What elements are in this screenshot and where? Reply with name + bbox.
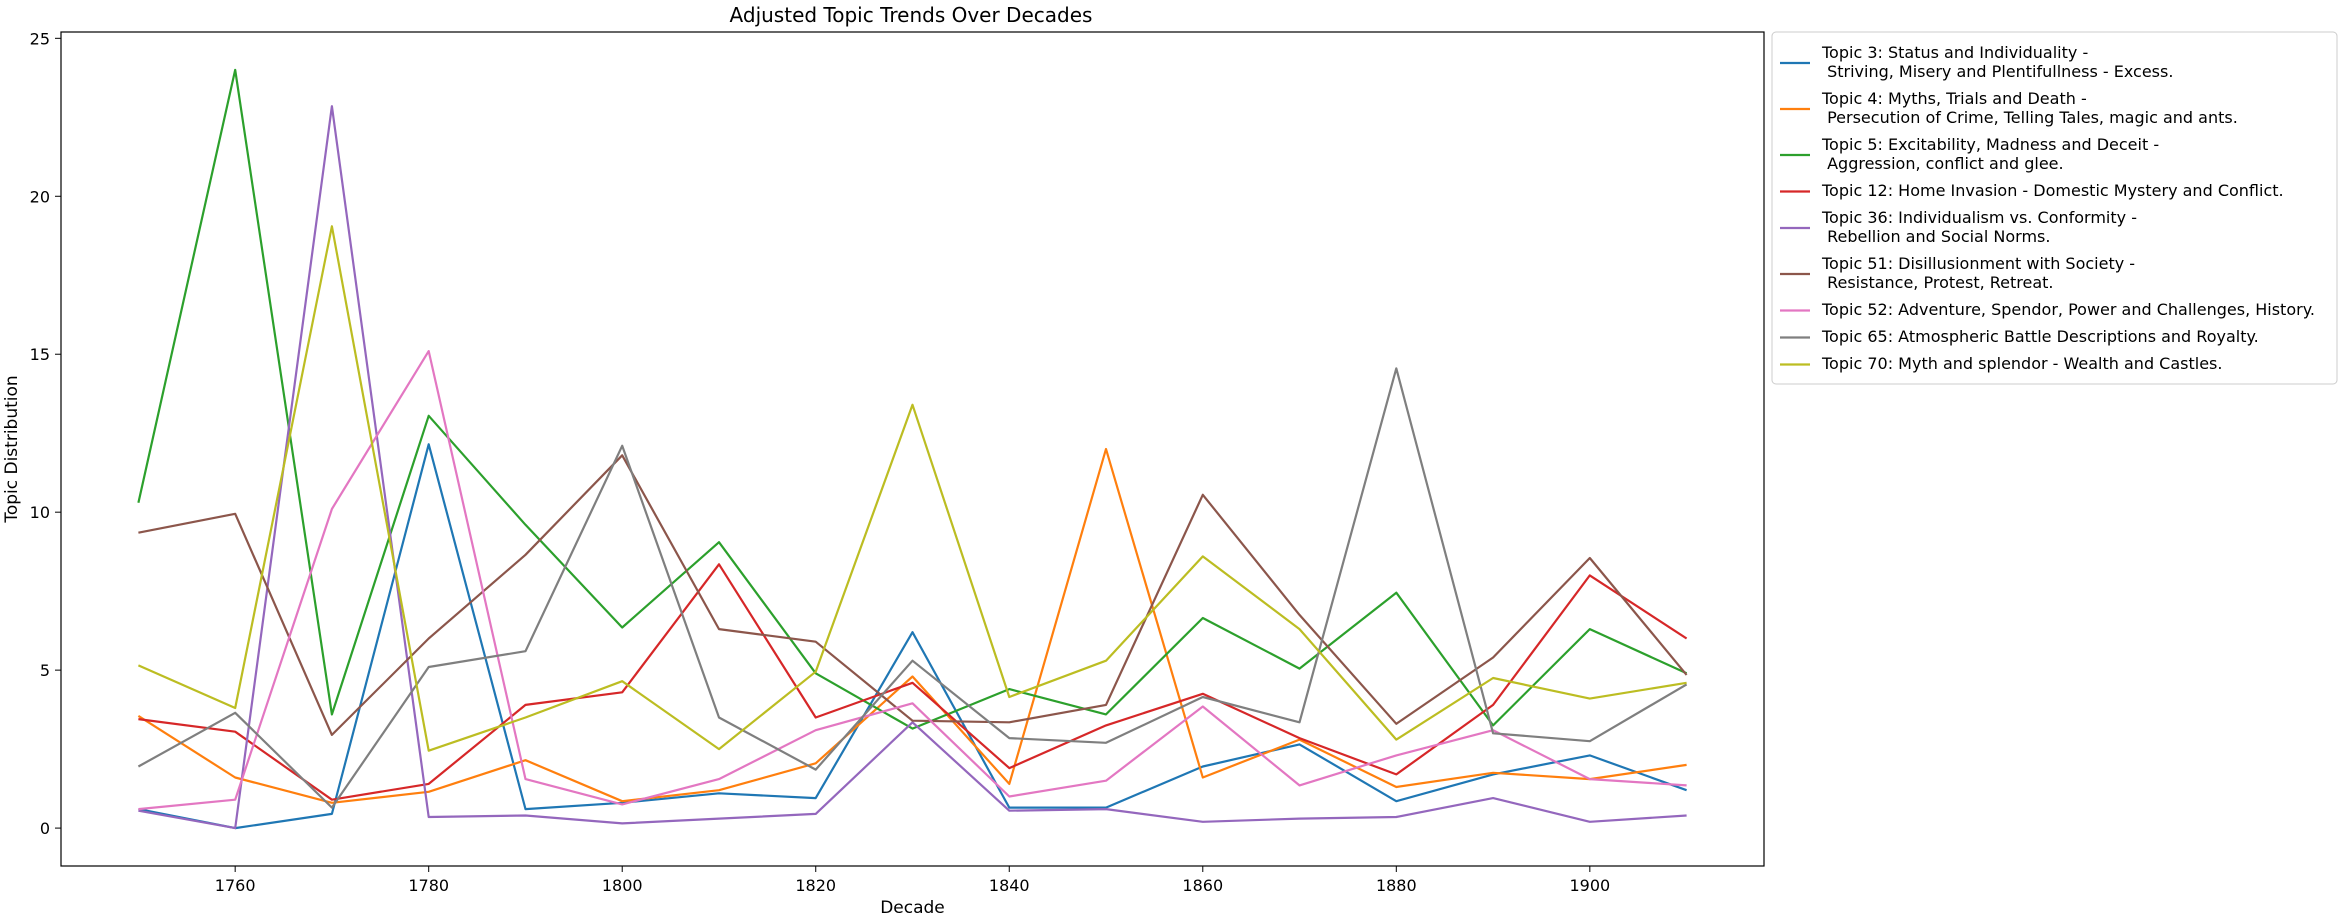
legend-entry: Topic 4: Myths, Trials and Death - Perse…: [1780, 89, 2238, 127]
series-line-4: [138, 563, 1688, 801]
x-tick-label: 1760: [215, 876, 256, 895]
x-tick-label: 1900: [1569, 876, 1610, 895]
x-tick-label: 1840: [989, 876, 1030, 895]
y-tick-label: 25: [30, 29, 50, 48]
series-lines: [137, 68, 1688, 830]
y-tick-label: 10: [30, 503, 50, 522]
y-axis-label: Topic Distribution: [2, 375, 22, 523]
y-tick-label: 0: [40, 819, 50, 838]
legend-label: Topic 12: Home Invasion - Domestic Myste…: [1821, 181, 2284, 200]
legend-entry: Topic 5: Excitability, Madness and Decei…: [1780, 135, 2159, 173]
legend-entry: Topic 12: Home Invasion - Domestic Myste…: [1780, 181, 2284, 200]
legend-entry: Topic 51: Disillusionment with Society -…: [1780, 254, 2135, 292]
legend-entry: Topic 65: Atmospheric Battle Description…: [1780, 327, 2259, 346]
legend-entry: Topic 70: Myth and splendor - Wealth and…: [1780, 354, 2222, 373]
legend-label: Topic 36: Individualism vs. Conformity -…: [1821, 208, 2137, 246]
series-line-8: [137, 367, 1688, 809]
chart-title: Adjusted Topic Trends Over Decades: [730, 3, 1093, 27]
plot-frame: [60, 31, 1765, 867]
legend-label: Topic 5: Excitability, Madness and Decei…: [1821, 135, 2159, 173]
legend-label: Topic 52: Adventure, Spendor, Power and …: [1821, 300, 2315, 319]
legend-entry: Topic 52: Adventure, Spendor, Power and …: [1780, 300, 2315, 319]
x-axis-ticks: 1760 1780 1800 1820 1840 1860 1880 1900: [215, 866, 1610, 895]
x-tick-label: 1800: [602, 876, 643, 895]
series-line-6: [138, 454, 1688, 737]
legend-label: Topic 51: Disillusionment with Society -…: [1821, 254, 2135, 292]
y-axis-ticks: 0 5 10 15 20 25: [30, 29, 61, 838]
x-tick-label: 1880: [1376, 876, 1417, 895]
x-axis-label: Decade: [880, 898, 945, 918]
legend-box: [1771, 31, 2338, 385]
series-line-2: [137, 447, 1687, 804]
x-tick-label: 1820: [795, 876, 836, 895]
y-tick-label: 5: [40, 661, 50, 680]
series-line-9: [137, 225, 1687, 752]
x-tick-label: 1860: [1182, 876, 1223, 895]
y-tick-label: 20: [30, 187, 50, 206]
series-line-3: [137, 68, 1688, 730]
legend-label: Topic 65: Atmospheric Battle Description…: [1821, 327, 2259, 346]
legend-entry: Topic 3: Status and Individuality - Stri…: [1780, 43, 2173, 81]
legend-label: Topic 4: Myths, Trials and Death - Perse…: [1821, 89, 2238, 127]
series-line-1: [138, 443, 1687, 830]
legend-label: Topic 3: Status and Individuality - Stri…: [1821, 43, 2173, 81]
legend-label: Topic 70: Myth and splendor - Wealth and…: [1821, 354, 2222, 373]
series-line-7: [138, 350, 1687, 811]
x-tick-label: 1780: [408, 876, 449, 895]
legend-entry: Topic 36: Individualism vs. Conformity -…: [1780, 208, 2137, 246]
legend: Topic 3: Status and Individuality - Stri…: [1771, 31, 2338, 385]
y-tick-label: 15: [30, 345, 50, 364]
